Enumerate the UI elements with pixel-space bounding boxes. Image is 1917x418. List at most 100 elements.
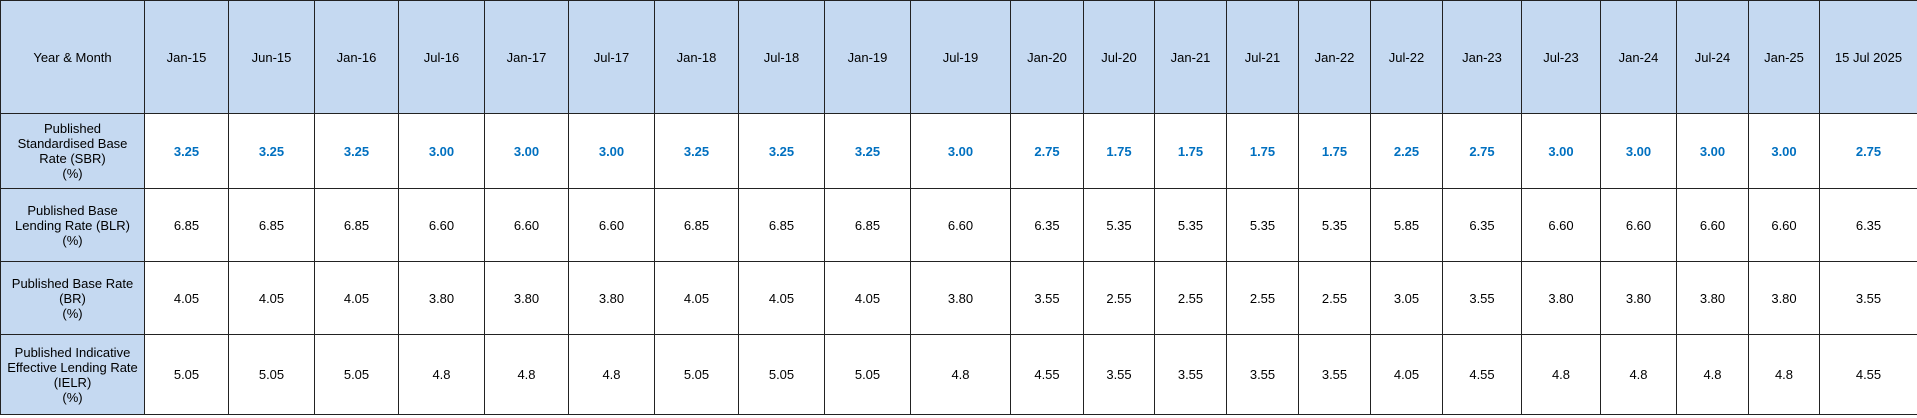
- cell: 5.05: [654, 334, 739, 415]
- cell: 6.85: [738, 188, 825, 262]
- cell: 2.55: [1226, 261, 1299, 335]
- cell: 5.05: [824, 334, 911, 415]
- cell: 6.85: [144, 188, 229, 262]
- cell: 3.00: [1600, 113, 1677, 189]
- cell: 6.85: [314, 188, 399, 262]
- cell: 3.80: [1676, 261, 1749, 335]
- cell: 4.8: [910, 334, 1011, 415]
- column-header: Jul-19: [910, 0, 1011, 114]
- cell: 5.35: [1083, 188, 1155, 262]
- cell: 2.75: [1819, 113, 1917, 189]
- cell: 6.85: [654, 188, 739, 262]
- cell: 2.55: [1154, 261, 1227, 335]
- column-header: Jul-16: [398, 0, 485, 114]
- cell: 5.05: [144, 334, 229, 415]
- cell: 3.25: [314, 113, 399, 189]
- cell: 3.25: [824, 113, 911, 189]
- cell: 4.05: [824, 261, 911, 335]
- column-header: Jan-24: [1600, 0, 1677, 114]
- cell: 2.75: [1442, 113, 1522, 189]
- cell: 4.8: [398, 334, 485, 415]
- cell: 3.55: [1226, 334, 1299, 415]
- cell: 4.05: [144, 261, 229, 335]
- column-header: Jan-17: [484, 0, 569, 114]
- cell: 4.8: [1521, 334, 1601, 415]
- table-row: Published Indicative Effective Lending R…: [0, 334, 1917, 415]
- cell: 4.8: [568, 334, 655, 415]
- column-header: Jan-16: [314, 0, 399, 114]
- column-header: Jul-24: [1676, 0, 1749, 114]
- cell: 3.80: [1600, 261, 1677, 335]
- header-label: Year & Month: [0, 0, 145, 114]
- column-header: Jan-19: [824, 0, 911, 114]
- cell: 6.35: [1819, 188, 1917, 262]
- cell: 1.75: [1298, 113, 1371, 189]
- cell: 4.8: [1676, 334, 1749, 415]
- cell: 3.80: [1748, 261, 1820, 335]
- cell: 3.55: [1010, 261, 1084, 335]
- cell: 4.05: [654, 261, 739, 335]
- column-header: Jan-15: [144, 0, 229, 114]
- cell: 5.05: [314, 334, 399, 415]
- column-header: Jul-23: [1521, 0, 1601, 114]
- cell: 6.60: [1748, 188, 1820, 262]
- cell: 3.00: [910, 113, 1011, 189]
- cell: 2.25: [1370, 113, 1443, 189]
- cell: 3.25: [654, 113, 739, 189]
- column-header: Jan-22: [1298, 0, 1371, 114]
- cell: 3.80: [398, 261, 485, 335]
- table-row: Published Standardised Base Rate (SBR) (…: [0, 113, 1917, 189]
- cell: 3.55: [1298, 334, 1371, 415]
- cell: 4.8: [1600, 334, 1677, 415]
- cell: 4.05: [1370, 334, 1443, 415]
- table-row: Published Base Rate (BR) (%) 4.05 4.05 4.05…: [0, 261, 1917, 335]
- cell: 5.85: [1370, 188, 1443, 262]
- cell: 4.05: [314, 261, 399, 335]
- cell: 3.00: [1521, 113, 1601, 189]
- cell: 4.55: [1819, 334, 1917, 415]
- cell: 3.00: [568, 113, 655, 189]
- row-label: Published Base Rate (BR) (%): [0, 261, 145, 335]
- column-header: Jul-18: [738, 0, 825, 114]
- cell: 3.55: [1154, 334, 1227, 415]
- cell: 2.55: [1298, 261, 1371, 335]
- cell: 5.35: [1154, 188, 1227, 262]
- column-header: Jan-18: [654, 0, 739, 114]
- cell: 3.25: [738, 113, 825, 189]
- column-header: Jan-20: [1010, 0, 1084, 114]
- header-row: Year & Month Jan-15 Jun-15 Jan-16 Jul-16 Jan-…: [0, 0, 1917, 114]
- cell: 6.85: [228, 188, 315, 262]
- cell: 6.60: [1676, 188, 1749, 262]
- column-header: 15 Jul 2025: [1819, 0, 1917, 114]
- cell: 4.8: [1748, 334, 1820, 415]
- row-label: Published Base Lending Rate (BLR) (%): [0, 188, 145, 262]
- cell: 4.05: [738, 261, 825, 335]
- cell: 3.00: [484, 113, 569, 189]
- cell: 4.8: [484, 334, 569, 415]
- column-header: Jul-17: [568, 0, 655, 114]
- column-header: Jan-23: [1442, 0, 1522, 114]
- cell: 4.05: [228, 261, 315, 335]
- cell: 4.55: [1442, 334, 1522, 415]
- cell: 1.75: [1083, 113, 1155, 189]
- column-header: Jul-22: [1370, 0, 1443, 114]
- cell: 3.25: [228, 113, 315, 189]
- cell: 3.80: [484, 261, 569, 335]
- cell: 3.80: [1521, 261, 1601, 335]
- cell: 2.75: [1010, 113, 1084, 189]
- cell: 6.60: [1521, 188, 1601, 262]
- cell: 5.35: [1226, 188, 1299, 262]
- cell: 3.80: [568, 261, 655, 335]
- cell: 3.80: [910, 261, 1011, 335]
- cell: 2.55: [1083, 261, 1155, 335]
- table-body: Published Standardised Base Rate (SBR) (…: [0, 113, 1917, 415]
- cell: 5.05: [228, 334, 315, 415]
- table-row: Published Base Lending Rate (BLR) (%) 6.8…: [0, 188, 1917, 262]
- cell: 3.05: [1370, 261, 1443, 335]
- cell: 3.55: [1083, 334, 1155, 415]
- column-header: Jan-21: [1154, 0, 1227, 114]
- cell: 6.60: [568, 188, 655, 262]
- cell: 6.60: [910, 188, 1011, 262]
- cell: 1.75: [1226, 113, 1299, 189]
- cell: 6.85: [824, 188, 911, 262]
